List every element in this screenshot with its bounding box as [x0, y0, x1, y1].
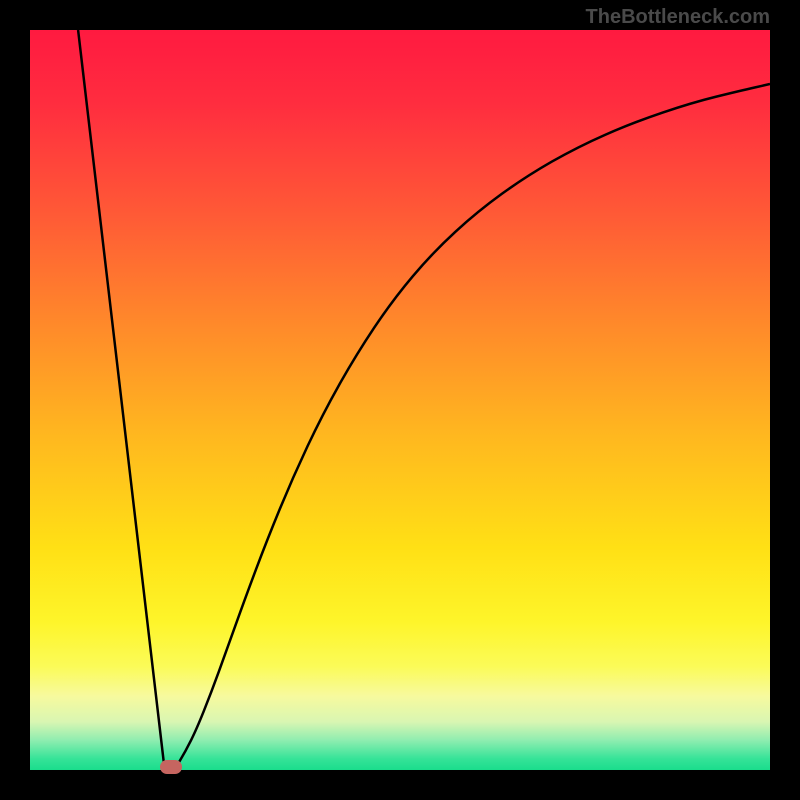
optimal-marker — [160, 760, 182, 774]
bottleneck-curve — [30, 30, 770, 770]
attribution-text: TheBottleneck.com — [586, 6, 770, 29]
chart-area — [30, 30, 770, 770]
